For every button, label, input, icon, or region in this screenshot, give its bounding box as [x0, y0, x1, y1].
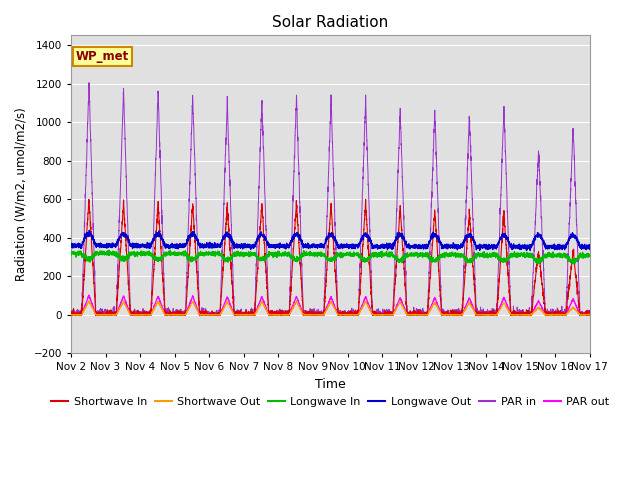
Text: WP_met: WP_met [76, 49, 129, 63]
Title: Solar Radiation: Solar Radiation [272, 15, 388, 30]
X-axis label: Time: Time [315, 378, 346, 391]
Y-axis label: Radiation (W/m2, umol/m2/s): Radiation (W/m2, umol/m2/s) [15, 108, 28, 281]
Legend: Shortwave In, Shortwave Out, Longwave In, Longwave Out, PAR in, PAR out: Shortwave In, Shortwave Out, Longwave In… [47, 393, 614, 411]
